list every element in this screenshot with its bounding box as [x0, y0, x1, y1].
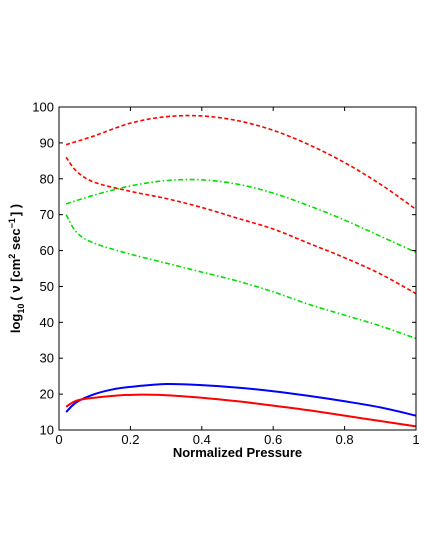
y-axis: 10 20 30 40 50 60 70 80 90 100 — [32, 100, 416, 438]
y-tick-label: 60 — [40, 243, 54, 258]
x-axis-label: Normalized Pressure — [173, 445, 302, 460]
y-tick-label: 80 — [40, 171, 54, 186]
y-tick-label: 90 — [40, 135, 54, 150]
x-tick-label: 1 — [412, 432, 419, 447]
x-tick-label: 0.8 — [336, 432, 354, 447]
series-line-1 — [65, 114, 417, 210]
x-tick-label: 0.6 — [264, 432, 282, 447]
x-tick-label: 0 — [55, 432, 62, 447]
plot-frame — [58, 106, 417, 431]
y-axis-label: log10 ( ν [cm2 sec−1 ] ) — [7, 204, 26, 333]
y-label-prefix: log — [8, 314, 23, 334]
x-tick-label: 0.4 — [193, 432, 211, 447]
y-tick-label: 50 — [40, 279, 54, 294]
y-label-close: ] ) — [8, 204, 23, 216]
y-label-open: ( ν [cm — [8, 259, 23, 301]
plot-lines — [65, 114, 417, 428]
x-tick-label: 0.2 — [121, 432, 139, 447]
series-line-6 — [65, 393, 417, 428]
y-label-prefix-sub: 10 — [16, 304, 26, 314]
y-tick-label: 70 — [40, 207, 54, 222]
x-axis: 0 0.2 0.4 0.6 0.8 1 — [55, 107, 420, 447]
y-tick-label: 30 — [40, 351, 54, 366]
series-line-5 — [65, 382, 417, 417]
y-label-sup2: −1 — [7, 218, 17, 228]
y-tick-label: 100 — [32, 100, 54, 115]
y-label-middle: sec — [8, 228, 23, 253]
y-tick-label: 10 — [40, 423, 54, 438]
y-tick-label: 40 — [40, 315, 54, 330]
y-tick-label: 20 — [40, 387, 54, 402]
series-line-3 — [65, 178, 417, 254]
y-label-sup1: 2 — [7, 254, 17, 259]
